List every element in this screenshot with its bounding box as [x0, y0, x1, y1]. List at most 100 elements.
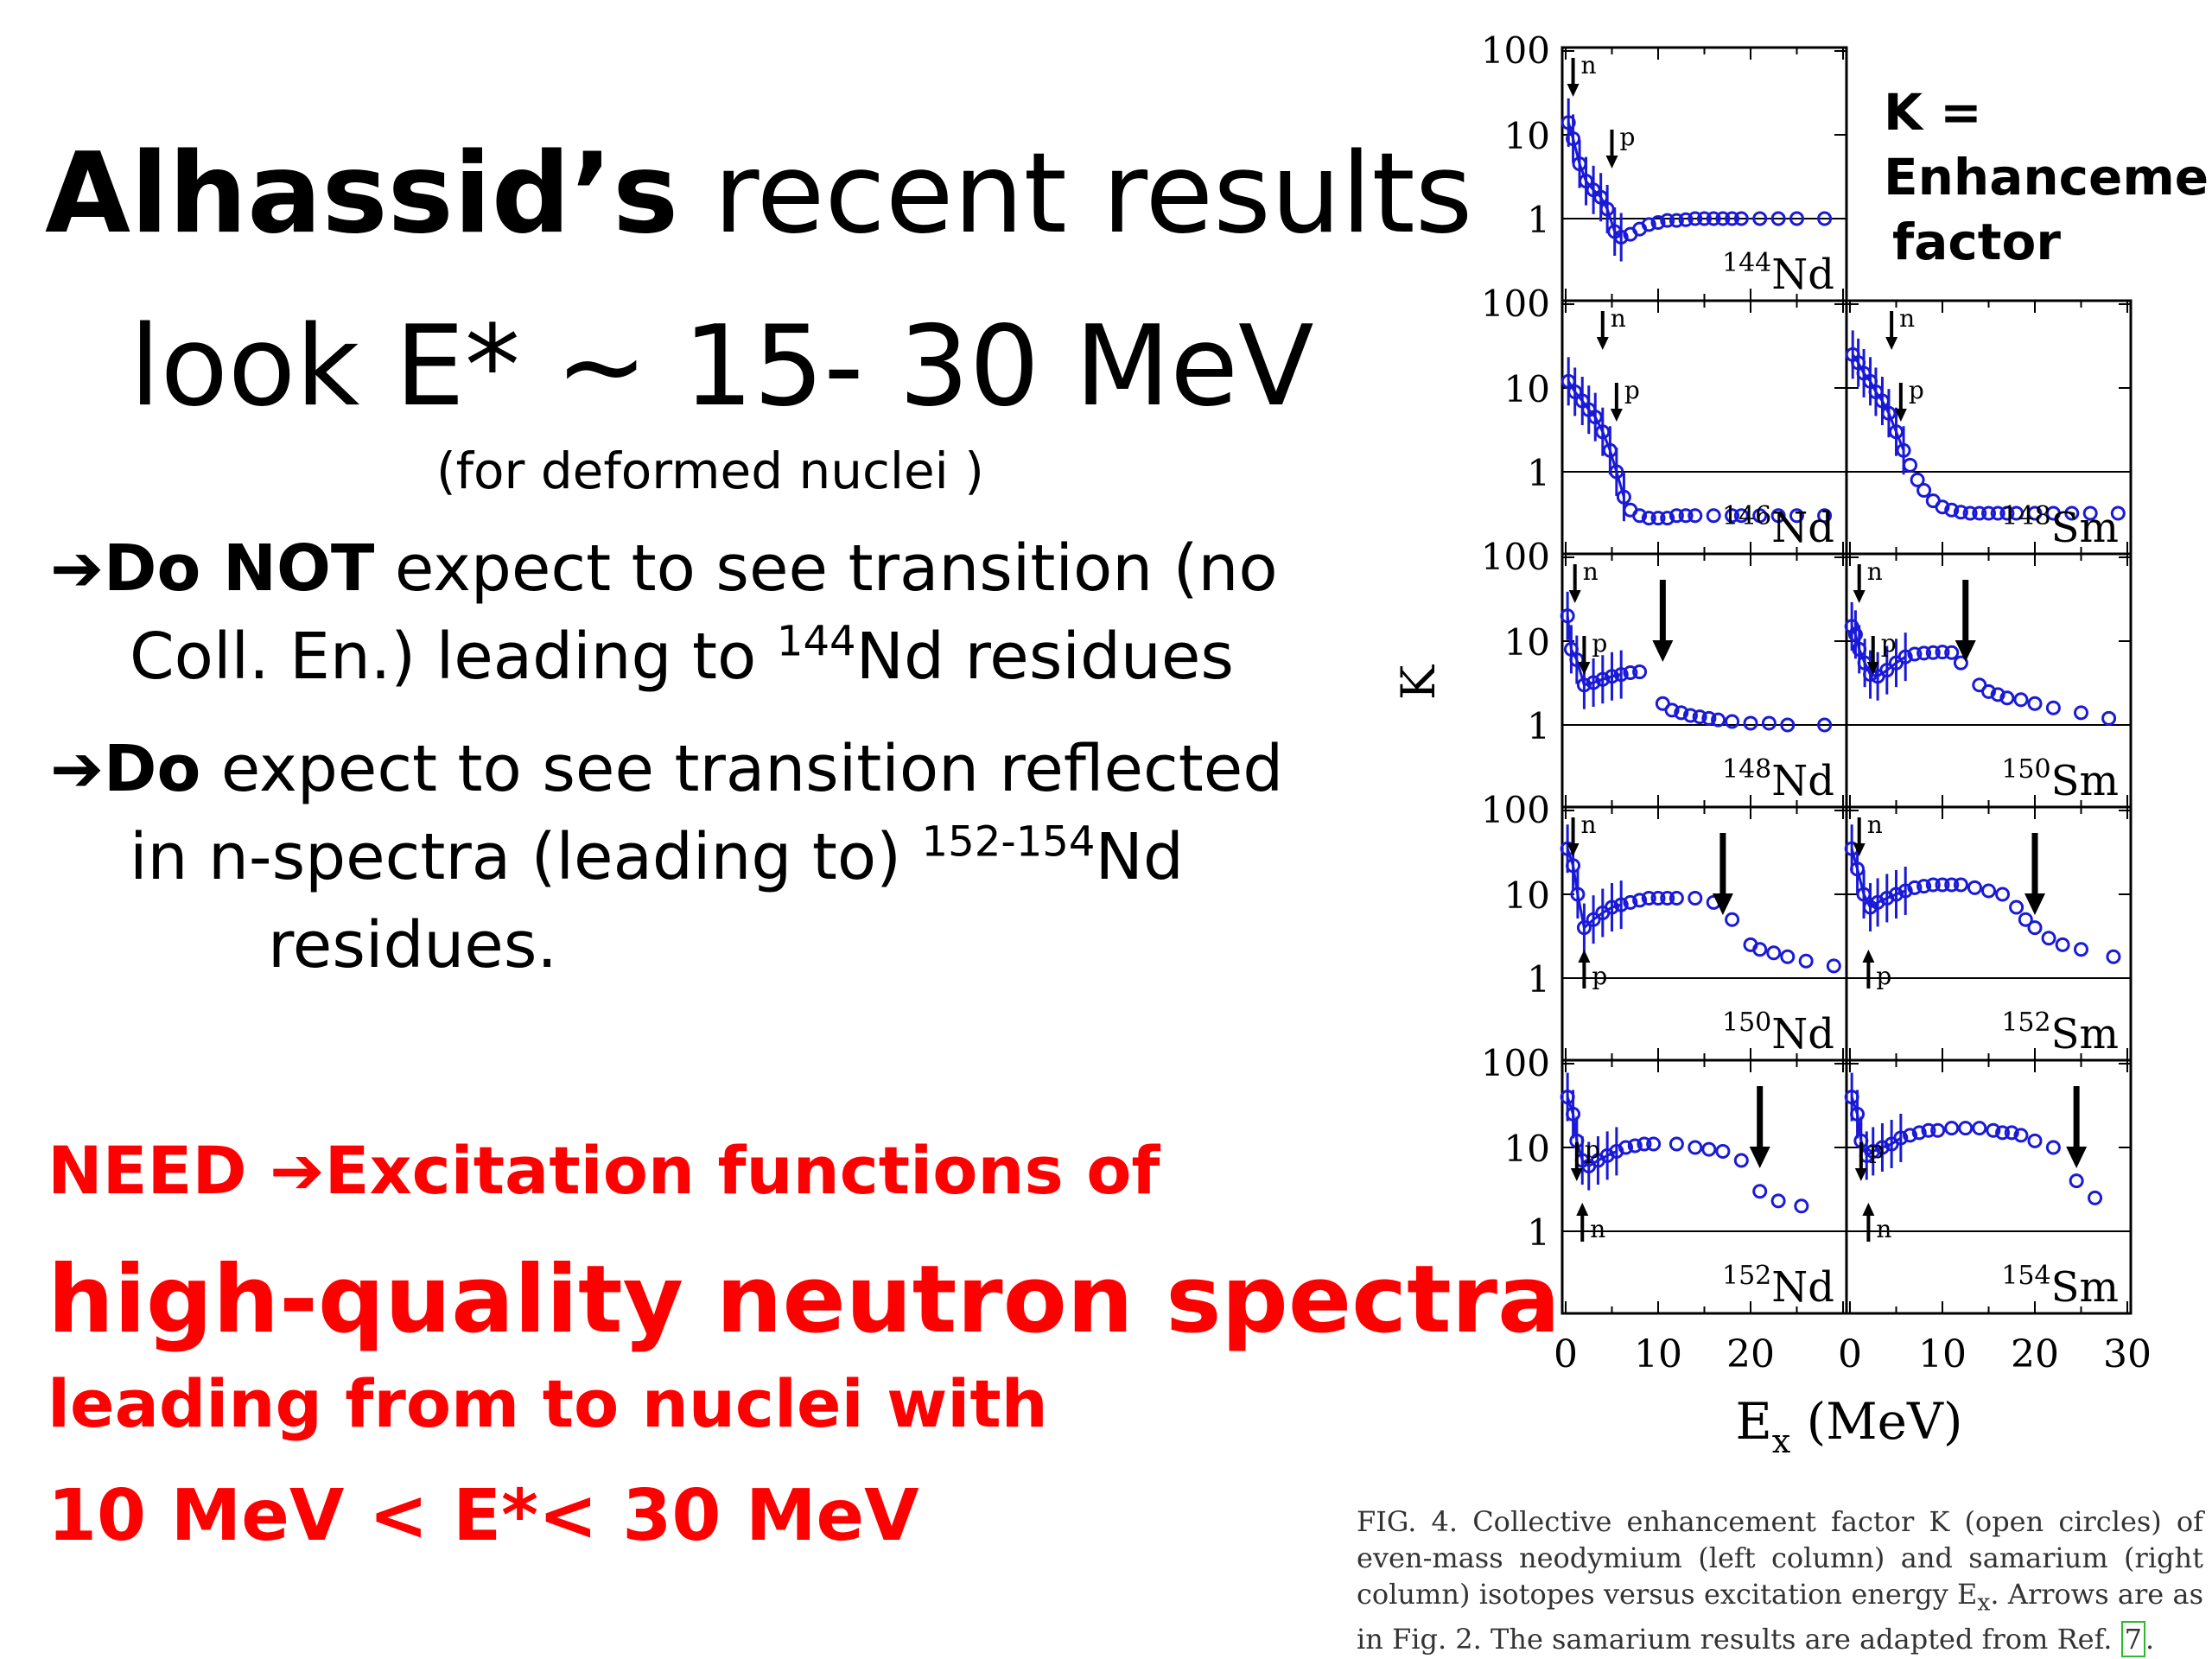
caption-end: .: [2145, 1623, 2155, 1656]
data-point: [1925, 877, 1941, 893]
arrow-label: n: [1899, 304, 1915, 333]
need-text: Excitation functions of: [324, 1132, 1160, 1209]
data-point: [1595, 671, 1611, 687]
data-point: [1907, 646, 1923, 662]
data-point: [1907, 880, 1923, 895]
data-point: [1605, 899, 1619, 915]
isotope-label: 150Nd: [1722, 1007, 1834, 1058]
separation-arrow-head: [1854, 1168, 1867, 1181]
y-tick-label: 1: [1527, 958, 1550, 1001]
data-point: [1567, 384, 1583, 399]
separation-arrow-head: [1894, 409, 1907, 422]
data-point: [1770, 508, 1786, 524]
data-point: [1613, 667, 1629, 683]
data-line: [1869, 901, 1878, 909]
data-point: [2074, 705, 2088, 721]
data-point: [1986, 1122, 2001, 1138]
data-point: [2013, 1128, 2029, 1143]
isotope-label: 144Nd: [1722, 248, 1834, 299]
data-point: [1660, 213, 1675, 228]
data-point: [1896, 442, 1911, 458]
data-point: [1916, 879, 1932, 894]
separation-arrow-head: [1576, 1203, 1589, 1216]
data-point: [1999, 690, 2015, 706]
data-point: [1733, 508, 1749, 524]
separation-arrow-head: [1885, 337, 1898, 350]
threshold-arrow-head: [2066, 1147, 2088, 1168]
data-line: [1856, 1114, 1863, 1141]
data-point: [1780, 949, 1796, 964]
data-point: [1944, 502, 1960, 518]
bullet-2-text-2: in n-spectra (leading to): [130, 820, 922, 894]
y-tick-label: 10: [1504, 1128, 1550, 1170]
arrow-label: n: [1581, 810, 1597, 839]
data-point: [1632, 893, 1648, 908]
bullet-1-line-2: Coll. En.) leading to 144Nd residues: [130, 615, 1234, 698]
caption-text: FIG. 4. Collective enhancement factor K …: [1357, 1505, 2203, 1611]
data-point: [2027, 505, 2043, 521]
caption-text-2: . Arrows are as in Fig. 2. The samarium …: [1357, 1578, 2204, 1656]
data-point: [2013, 692, 2029, 708]
data-point: [1780, 717, 1796, 733]
data-point: [1798, 953, 1814, 969]
data-point: [1637, 1136, 1652, 1152]
data-point: [1641, 217, 1656, 232]
isotope-label: 152Sm: [2001, 1007, 2119, 1058]
data-point: [1953, 655, 1968, 671]
data-point: [1889, 887, 1904, 902]
data-point: [1903, 1128, 1918, 1143]
data-line: [1853, 633, 1861, 650]
data-point: [1967, 880, 1982, 895]
arrow-label: p: [1624, 376, 1640, 404]
data-point: [1725, 912, 1740, 927]
caption-sub: x: [1977, 1589, 1991, 1617]
data-point: [1618, 1140, 1634, 1155]
data-line: [1566, 848, 1574, 867]
data-point: [2110, 505, 2126, 521]
y-tick-label: 100: [1481, 536, 1550, 578]
data-point: [1995, 887, 2011, 902]
bullet-2-line-1: ➔Do expect to see transition reflected: [50, 728, 1283, 810]
separation-arrow-head: [1578, 950, 1591, 963]
data-point: [1874, 1140, 1890, 1155]
data-point: [2045, 505, 2061, 521]
data-point: [1650, 511, 1666, 526]
data-point: [1641, 511, 1656, 526]
data-point: [1893, 1130, 1909, 1146]
data-point: [2069, 1173, 2084, 1189]
data-point: [1623, 894, 1638, 910]
y-tick-label: 10: [1504, 115, 1550, 157]
data-point: [1972, 505, 1987, 521]
data-point: [1586, 182, 1601, 198]
data-point: [1669, 1136, 1684, 1152]
reference-link[interactable]: 7: [2120, 1621, 2145, 1658]
data-point: [1613, 230, 1629, 245]
bullet-1-bold: Do NOT: [104, 531, 375, 606]
k-annotation-3: factor: [1892, 213, 2061, 271]
data-point: [1903, 457, 1918, 473]
data-point: [1916, 645, 1932, 661]
data-line: [1611, 673, 1622, 678]
data-point: [1990, 505, 2005, 521]
isotope-label: 146Nd: [1722, 501, 1834, 552]
data-line: [1578, 163, 1587, 182]
data-point: [1650, 890, 1666, 906]
data-point: [2004, 1125, 2019, 1141]
arrow-icon: ➔: [50, 531, 105, 606]
data-point: [1789, 508, 1804, 524]
data-point: [2106, 949, 2121, 964]
data-point: [2088, 1190, 2103, 1205]
data-line: [1850, 626, 1857, 635]
high-quality-line: high-quality neutron spectra: [48, 1246, 1560, 1354]
data-line: [1575, 659, 1586, 686]
data-point: [1706, 211, 1721, 226]
isotope-label: 148Nd: [1722, 754, 1834, 805]
need-line: NEED ➔Excitation functions of: [48, 1123, 1160, 1218]
data-point: [1944, 877, 1960, 893]
threshold-arrow-head: [1652, 640, 1674, 662]
data-line: [1572, 138, 1581, 165]
figure-caption: FIG. 4. Collective enhancement factor K …: [1357, 1503, 2204, 1658]
data-point: [1921, 1122, 1936, 1138]
separation-arrow-head: [1568, 590, 1581, 603]
